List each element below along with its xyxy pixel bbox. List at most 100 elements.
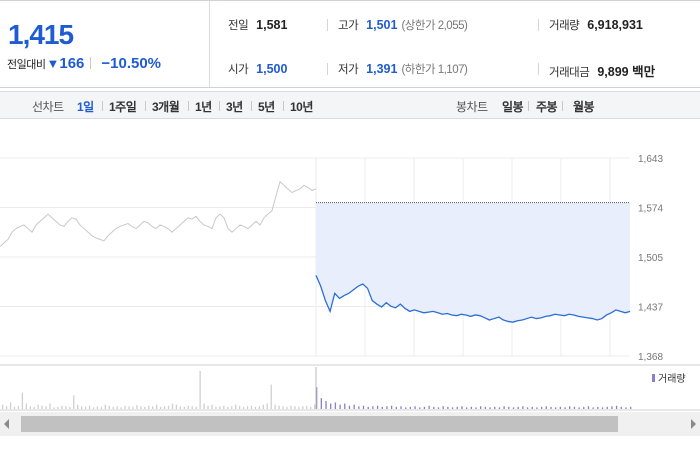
- volume-bar: [447, 406, 449, 409]
- down-arrow-icon: ▼: [46, 56, 60, 71]
- prev-close-label: 전일: [228, 20, 249, 32]
- prev-close-cell: 전일 1,581: [228, 17, 287, 33]
- change-value: 166: [59, 55, 85, 72]
- candle-daily[interactable]: 일봉: [502, 100, 524, 114]
- volume-bar: [231, 406, 233, 409]
- volume-bar: [362, 405, 365, 409]
- volume-bar: [5, 406, 8, 409]
- period-10y[interactable]: 10년: [290, 100, 313, 114]
- period-1y[interactable]: 1년: [195, 100, 212, 114]
- volume-bar: [183, 406, 185, 409]
- volume-bar: [65, 406, 67, 409]
- candle-monthly[interactable]: 월봉: [573, 100, 595, 114]
- volume-bar: [569, 406, 571, 409]
- divider: [327, 63, 328, 75]
- scroll-left-icon[interactable]: [4, 419, 9, 429]
- volume-bar: [437, 407, 440, 409]
- high-cell: 고가 1,501 (상한가 2,055): [338, 17, 468, 33]
- turnover-value: 9,899 백만: [597, 65, 656, 79]
- volume-bar: [156, 404, 158, 409]
- volume-bar: [405, 407, 407, 409]
- volume-bar: [179, 406, 182, 409]
- volume-bar: [564, 407, 566, 409]
- volume-bar: [484, 406, 487, 409]
- volume-bar: [21, 392, 24, 409]
- volume-bar: [104, 404, 106, 409]
- volume-bar: [433, 406, 435, 409]
- volume-bar: [498, 407, 501, 409]
- volume-bar: [423, 406, 426, 409]
- volume-bar: [92, 407, 95, 409]
- intraday-price-chart: 1,643 1,574 1,505 1,437 1,368 거래량: [0, 154, 700, 411]
- period-1w[interactable]: 1주일: [109, 100, 137, 114]
- volume-bar: [339, 404, 341, 409]
- divider: [102, 101, 103, 111]
- volume-bar: [290, 405, 292, 409]
- volume-bar: [451, 407, 454, 409]
- volume-bar: [559, 406, 562, 409]
- divider: [538, 63, 539, 75]
- volume-bar: [235, 404, 237, 409]
- volume-bar: [77, 404, 79, 409]
- volume-bar: [294, 406, 296, 409]
- volume-bar: [61, 405, 63, 409]
- volume-bar: [262, 404, 264, 409]
- scroll-right-icon[interactable]: [691, 419, 696, 429]
- volume-bar: [480, 406, 482, 409]
- volume-bar: [203, 403, 205, 409]
- period-3m[interactable]: 3개월: [152, 100, 180, 114]
- volume-bars: [2, 367, 632, 409]
- price-box: 1,415 전일대비▼166 −10.50%: [0, 1, 210, 87]
- volume-bar: [390, 405, 393, 409]
- chart-scrollbar[interactable]: [0, 412, 700, 436]
- volume-bar: [573, 406, 576, 409]
- period-1d[interactable]: 1일: [77, 100, 94, 114]
- volume-bar: [512, 407, 515, 409]
- volume-bar: [238, 405, 241, 409]
- volume-bar: [266, 403, 268, 409]
- divider: [251, 101, 252, 111]
- volume-bar: [470, 406, 472, 409]
- volume-bar: [246, 406, 249, 409]
- volume-label: 거래량: [549, 20, 580, 32]
- volume-bar: [152, 406, 154, 409]
- today-change-area: [316, 202, 630, 323]
- open-cell: 시가 1,500: [228, 61, 287, 77]
- change-row: 전일대비▼166 −10.50%: [7, 55, 161, 72]
- volume-bar: [625, 407, 627, 409]
- volume-bar: [630, 406, 632, 409]
- volume-bar: [88, 405, 91, 409]
- volume-bar: [33, 406, 35, 409]
- volume-cell: 거래량 6,918,931: [549, 17, 643, 33]
- volume-bar: [29, 406, 31, 409]
- prev-session-line: [0, 180, 317, 247]
- scroll-thumb[interactable]: [21, 416, 618, 432]
- volume-bar: [215, 406, 217, 409]
- volume-bar: [250, 405, 253, 409]
- volume-bar: [37, 404, 39, 409]
- volume-bar: [536, 407, 538, 409]
- candle-weekly[interactable]: 주봉: [536, 100, 558, 114]
- volume-bar: [601, 407, 604, 409]
- divider: [188, 101, 189, 111]
- volume-bar: [550, 406, 552, 409]
- volume-bar: [526, 407, 529, 409]
- volume-bar: [53, 407, 55, 409]
- volume-bar: [555, 407, 557, 409]
- volume-bar: [258, 406, 261, 409]
- volume-bar: [96, 406, 99, 409]
- volume-bar: [465, 407, 468, 409]
- volume-bar: [517, 406, 519, 409]
- volume-bar: [461, 406, 463, 409]
- quote-panel: 1,415 전일대비▼166 −10.50% 전일 1,581 고가 1,501 (상한…: [0, 0, 700, 88]
- period-5y[interactable]: 5년: [258, 100, 275, 114]
- period-3y[interactable]: 3년: [226, 100, 243, 114]
- volume-bar: [372, 406, 374, 409]
- volume-bar: [175, 404, 178, 409]
- volume-bar: [108, 405, 110, 409]
- volume-bar: [344, 403, 346, 409]
- volume-bar: [49, 403, 51, 409]
- volume-bar: [320, 398, 322, 409]
- volume-bar: [540, 406, 543, 409]
- volume-bar: [298, 406, 300, 409]
